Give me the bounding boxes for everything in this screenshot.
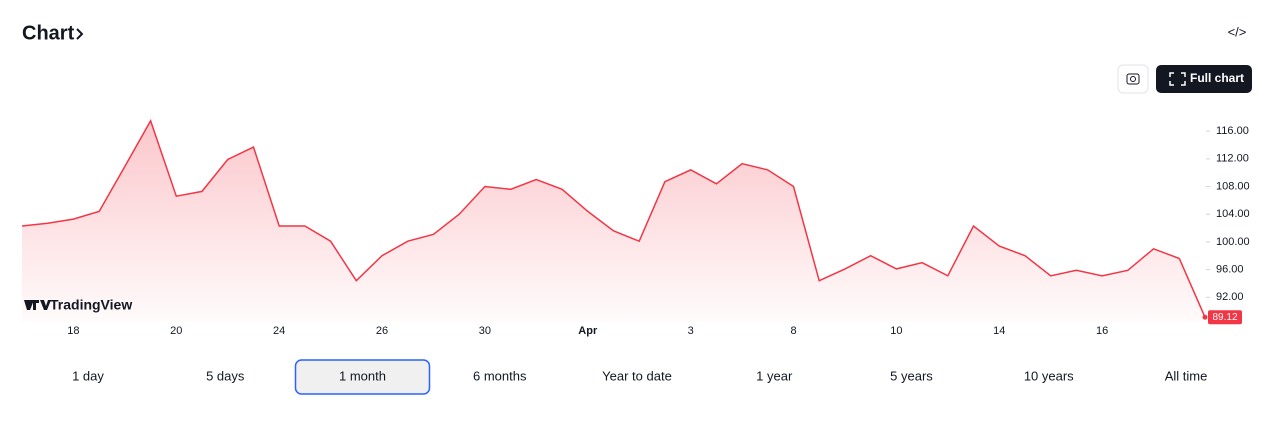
x-tick-label: 8 (790, 325, 796, 337)
area-fill (22, 120, 1205, 322)
full-chart-button[interactable] (1156, 65, 1252, 93)
plot: 92.00 96.00 100.00 104.00 108.00 112.00 116.00… (21, 118, 1250, 337)
range-button[interactable]: All time (1165, 368, 1208, 383)
y-tick-label: 104.00 (1216, 208, 1250, 220)
x-tick-label: 24 (273, 325, 285, 337)
range-button[interactable]: 5 days (206, 368, 245, 383)
y-tick-label: 100.00 (1216, 236, 1250, 248)
brand-logo (24, 300, 51, 310)
range-button[interactable]: 1 month (339, 368, 386, 383)
range-button[interactable]: 5 years (890, 368, 933, 383)
range-bar: 1 day 5 days 1 month 6 months Year to date 1 … (72, 359, 1208, 395)
range-button[interactable]: Year to date (602, 368, 672, 383)
y-tick-label: 108.00 (1216, 180, 1250, 192)
camera-icon (1126, 73, 1140, 85)
fullscreen-icon (1169, 72, 1186, 86)
y-tick-label: 112.00 (1216, 153, 1249, 165)
x-tick-label: 26 (376, 325, 388, 337)
price-tag (1208, 310, 1242, 325)
full-chart-label: Full chart (1190, 71, 1244, 85)
range-button[interactable]: 6 months (473, 368, 527, 383)
header-title[interactable]: Chart (22, 22, 75, 44)
x-tick-label: 18 (67, 325, 79, 337)
x-tick-label: 14 (993, 325, 1005, 337)
camera-lens (1130, 76, 1136, 82)
chevron (76, 28, 84, 40)
x-tick-label: 30 (479, 325, 491, 337)
y-tick-label: 96.00 (1216, 263, 1244, 275)
range-button[interactable]: 10 years (1024, 368, 1074, 383)
price-tag-label: 89.12 (1212, 312, 1237, 323)
range-selected (294, 359, 431, 395)
x-tick-label: 20 (170, 325, 182, 337)
y-tick-label: 116.00 (1216, 125, 1249, 137)
x-tick-label: Apr (578, 325, 598, 337)
y-tick-label: 92.00 (1216, 291, 1244, 303)
brand-name: TradingView (50, 297, 132, 313)
range-button[interactable]: 1 day (72, 368, 104, 383)
x-tick-label: 16 (1096, 325, 1108, 337)
range-button[interactable]: 1 year (756, 368, 793, 383)
embed-button[interactable]: </> (1228, 24, 1247, 39)
snapshot-button[interactable] (1117, 64, 1149, 94)
x-tick-label: 10 (890, 325, 902, 337)
x-tick-label: 3 (688, 325, 694, 337)
price-line (21, 118, 1206, 318)
last-point (1202, 314, 1208, 320)
